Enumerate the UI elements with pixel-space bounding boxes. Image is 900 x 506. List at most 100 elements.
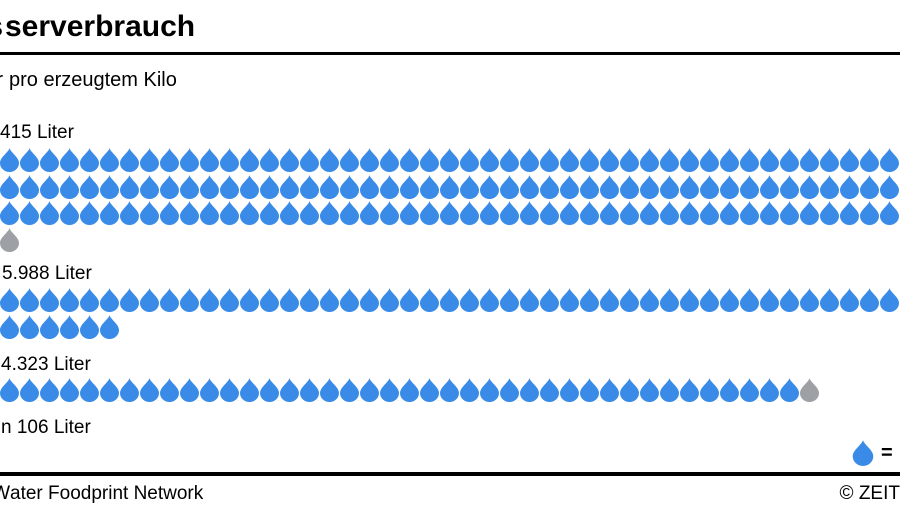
water-drop-icon (400, 288, 419, 312)
water-drop-icon (580, 288, 599, 312)
water-drop-icon (420, 148, 439, 172)
water-drop-icon (460, 148, 479, 172)
water-drop-icon (0, 378, 19, 402)
water-drop-icon (300, 378, 319, 402)
water-drop-icon (380, 174, 399, 199)
water-drop-icon (460, 288, 479, 312)
water-drop-icon (340, 378, 359, 402)
water-drop-icon (160, 148, 179, 172)
water-drop-icon (480, 201, 499, 225)
water-drop-icon (460, 378, 479, 402)
water-drop-icon (180, 174, 199, 199)
water-drop-icon (560, 288, 579, 312)
water-drop-icon (500, 201, 519, 225)
water-drop-icon (300, 201, 319, 225)
water-drop-icon (740, 148, 759, 172)
water-drop-icon (840, 288, 859, 312)
water-drop-icon (640, 148, 659, 172)
water-drop-icon (360, 148, 379, 172)
water-drop-icon (540, 148, 559, 172)
water-drop-icon (380, 201, 399, 225)
water-drop-icon (400, 174, 419, 199)
water-drop-icon (520, 201, 539, 225)
water-drop-icon (720, 288, 739, 312)
group-1-value-label: 415 Liter (0, 122, 74, 143)
drop-row (0, 201, 900, 225)
water-drop-icon (20, 314, 39, 339)
water-drop-icon (600, 174, 619, 199)
water-drop-icon (360, 201, 379, 225)
water-drop-icon (320, 148, 339, 172)
water-drop-icon (560, 378, 579, 402)
water-drop-icon (120, 378, 139, 402)
water-drop-icon (840, 201, 859, 225)
water-drop-icon (20, 378, 39, 402)
water-drop-icon (700, 148, 719, 172)
water-drop-icon (0, 288, 19, 312)
water-drop-icon (120, 201, 139, 225)
group-4-value-label: n 106 Liter (1, 417, 91, 438)
water-drop-icon (260, 288, 279, 312)
water-drop-icon (580, 201, 599, 225)
water-drop-icon (360, 288, 379, 312)
water-drop-icon (320, 378, 339, 402)
water-drop-icon (240, 174, 259, 199)
water-drop-icon (340, 148, 359, 172)
water-drop-icon (280, 201, 299, 225)
water-drop-icon (580, 148, 599, 172)
water-drop-icon (360, 174, 379, 199)
water-drop-partial-icon (0, 227, 19, 252)
water-drop-icon (660, 174, 679, 199)
water-drop-icon (852, 440, 874, 466)
water-drop-icon (100, 201, 119, 225)
water-drop-icon (740, 201, 759, 225)
water-drop-icon (780, 378, 799, 402)
water-drop-icon (160, 174, 179, 199)
water-drop-icon (440, 148, 459, 172)
water-drop-icon (880, 148, 899, 172)
water-drop-icon (160, 378, 179, 402)
water-drop-icon (620, 148, 639, 172)
water-drop-icon (260, 378, 279, 402)
water-drop-icon (100, 378, 119, 402)
water-drop-icon (740, 378, 759, 402)
drop-row (0, 314, 900, 339)
water-drop-icon (600, 148, 619, 172)
water-drop-icon (520, 174, 539, 199)
water-drop-icon (680, 174, 699, 199)
water-drop-icon (60, 378, 79, 402)
water-drop-icon (680, 201, 699, 225)
water-drop-icon (160, 201, 179, 225)
water-drop-icon (420, 174, 439, 199)
water-drop-icon (760, 148, 779, 172)
water-drop-icon (800, 148, 819, 172)
water-drop-icon (280, 148, 299, 172)
water-drop-icon (680, 148, 699, 172)
water-drop-icon (440, 378, 459, 402)
water-drop-icon (220, 174, 239, 199)
water-drop-icon (260, 174, 279, 199)
water-drop-icon (240, 201, 259, 225)
group-3-drop-rows (0, 378, 900, 405)
chart-subtitle: r pro erzeugtem Kilo (0, 68, 177, 92)
water-drop-icon (560, 148, 579, 172)
water-drop-icon (720, 378, 739, 402)
water-drop-icon (540, 174, 559, 199)
water-drop-icon (560, 201, 579, 225)
water-drop-icon (240, 378, 259, 402)
water-drop-icon (0, 201, 19, 225)
water-drop-icon (340, 201, 359, 225)
drop-row (0, 227, 900, 252)
water-drop-icon (440, 288, 459, 312)
water-drop-icon (420, 201, 439, 225)
water-drop-icon (80, 314, 99, 339)
water-drop-icon (180, 201, 199, 225)
water-drop-icon (120, 148, 139, 172)
water-drop-icon (140, 174, 159, 199)
water-drop-icon (600, 288, 619, 312)
water-drop-icon (540, 201, 559, 225)
water-drop-icon (780, 174, 799, 199)
water-drop-icon (640, 201, 659, 225)
water-drop-icon (380, 148, 399, 172)
